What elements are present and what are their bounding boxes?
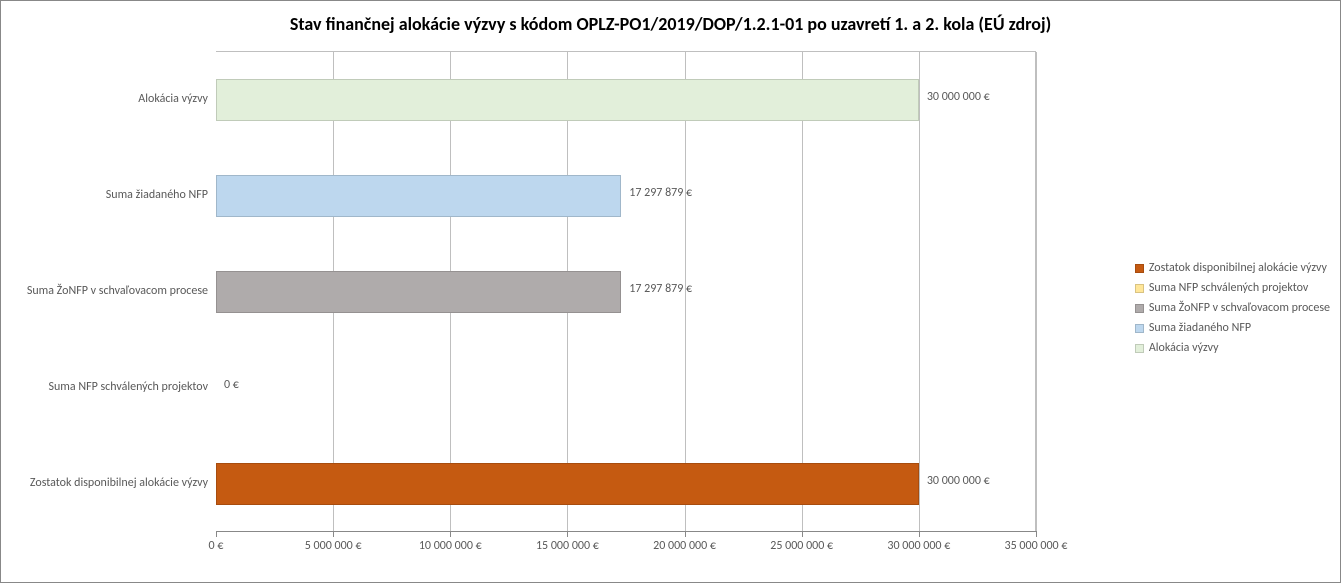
- legend-label: Suma ŽoNFP v schvaľovacom procese: [1149, 301, 1330, 315]
- x-tick: [802, 531, 803, 537]
- legend-swatch: [1135, 264, 1144, 273]
- legend-swatch: [1135, 344, 1144, 353]
- x-tick-label: 35 000 000 €: [1005, 539, 1068, 553]
- x-tick-label: 10 000 000 €: [419, 539, 482, 553]
- value-label: 30 000 000 €: [927, 474, 990, 488]
- bar-row-ziadane: Suma žiadaného NFP17 297 879 €: [216, 148, 1035, 244]
- category-label: Zostatok disponibilnej alokácie výzvy: [30, 476, 208, 490]
- bar-row-schvalovanie: Suma ŽoNFP v schvaľovacom procese17 297 …: [216, 244, 1035, 340]
- x-tick-label: 0 €: [209, 539, 224, 553]
- legend-label: Suma žiadaného NFP: [1149, 321, 1251, 335]
- bar-row-zostatok: Zostatok disponibilnej alokácie výzvy30 …: [216, 436, 1035, 532]
- value-label: 17 297 879 €: [629, 186, 692, 200]
- x-tick: [216, 531, 217, 537]
- x-tick: [450, 531, 451, 537]
- x-tick: [333, 531, 334, 537]
- legend-swatch: [1135, 304, 1144, 313]
- x-tick-label: 15 000 000 €: [536, 539, 599, 553]
- bar-row-alokacia: Alokácia výzvy30 000 000 €: [216, 52, 1035, 148]
- category-label: Suma NFP schválených projektov: [48, 380, 208, 394]
- legend-item: Suma NFP schválených projektov: [1135, 281, 1330, 295]
- bar-zostatok: [216, 463, 919, 505]
- x-tick: [685, 531, 686, 537]
- value-label: 17 297 879 €: [629, 282, 692, 296]
- x-tick-label: 30 000 000 €: [887, 539, 950, 553]
- plot-wrapper: Alokácia výzvy30 000 000 €Suma žiadaného…: [1, 51, 1340, 582]
- bar-ziadane: [216, 175, 621, 217]
- gridline: [1036, 52, 1037, 531]
- x-tick-label: 20 000 000 €: [653, 539, 716, 553]
- category-label: Suma žiadaného NFP: [106, 188, 208, 202]
- legend-label: Alokácia výzvy: [1149, 341, 1219, 355]
- chart-title: Stav finančnej alokácie výzvy s kódom OP…: [1, 1, 1340, 35]
- legend-swatch: [1135, 324, 1144, 333]
- legend-item: Zostatok disponibilnej alokácie výzvy: [1135, 261, 1330, 275]
- x-tick: [567, 531, 568, 537]
- chart-container: Stav finančnej alokácie výzvy s kódom OP…: [0, 0, 1341, 583]
- legend: Zostatok disponibilnej alokácie výzvy Sum…: [1135, 261, 1330, 361]
- legend-label: Zostatok disponibilnej alokácie výzvy: [1149, 261, 1327, 275]
- bar-schvalovanie: [216, 271, 621, 313]
- category-label: Alokácia výzvy: [138, 92, 208, 106]
- x-tick: [919, 531, 920, 537]
- legend-label: Suma NFP schválených projektov: [1149, 281, 1309, 295]
- x-tick-label: 5 000 000 €: [305, 539, 362, 553]
- plot-area: Alokácia výzvy30 000 000 €Suma žiadaného…: [216, 51, 1036, 531]
- value-label: 0 €: [224, 378, 239, 392]
- legend-item: Alokácia výzvy: [1135, 341, 1330, 355]
- x-axis: 0 €5 000 000 €10 000 000 €15 000 000 €20…: [216, 531, 1036, 571]
- legend-item: Suma ŽoNFP v schvaľovacom procese: [1135, 301, 1330, 315]
- bar-alokacia: [216, 79, 919, 121]
- legend-item: Suma žiadaného NFP: [1135, 321, 1330, 335]
- legend-swatch: [1135, 284, 1144, 293]
- x-tick: [1036, 531, 1037, 537]
- value-label: 30 000 000 €: [927, 90, 990, 104]
- bar-row-schvalene: Suma NFP schválených projektov0 €: [216, 340, 1035, 436]
- category-label: Suma ŽoNFP v schvaľovacom procese: [27, 284, 208, 298]
- x-tick-label: 25 000 000 €: [770, 539, 833, 553]
